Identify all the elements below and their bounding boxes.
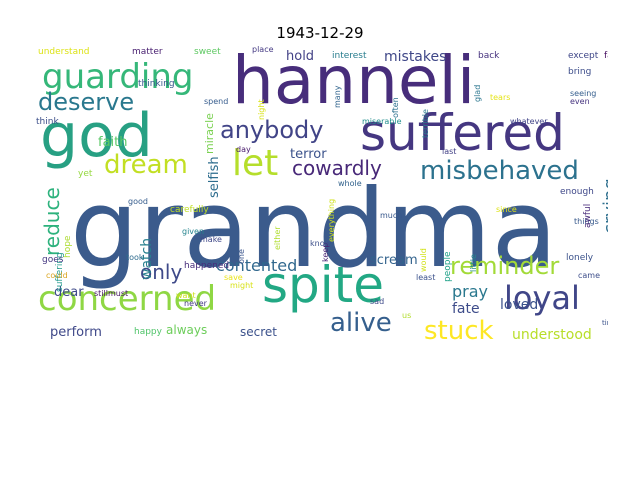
cloud-word: awful: [583, 203, 593, 228]
cloud-word: hope: [63, 235, 73, 258]
cloud-word: miracle: [203, 113, 216, 154]
cloud-word: place: [252, 46, 274, 54]
cloud-word: since: [496, 205, 517, 214]
cloud-word: came: [578, 271, 601, 280]
cloud-word: stillmust: [94, 289, 129, 298]
cloud-word: reduce: [40, 187, 64, 256]
cloud-word: mistakes: [384, 49, 447, 65]
cloud-word: day: [236, 145, 251, 154]
cloud-word: god: [40, 101, 153, 171]
cloud-word: loved: [500, 297, 539, 313]
cloud-word: perform: [50, 325, 102, 340]
cloud-word: scream: [370, 253, 418, 268]
cloud-word: alive: [330, 308, 392, 338]
cloud-word: concerned: [38, 279, 217, 319]
cloud-word: things: [574, 217, 599, 226]
cloud-word: never: [184, 299, 207, 308]
cloud-word: seeing: [570, 89, 597, 98]
cloud-word: always: [166, 323, 208, 337]
cloud-word: stuck: [424, 316, 494, 346]
cloud-word: us: [402, 311, 412, 320]
cloud-word: let: [232, 143, 279, 184]
cloud-word: know: [310, 239, 332, 248]
cloud-word: often: [391, 97, 400, 118]
cloud-word: happened: [184, 261, 230, 271]
cloud-word: terror: [290, 147, 327, 162]
cloud-word: sad: [370, 297, 385, 306]
cloud-word: understood: [512, 327, 592, 343]
cloud-word: only: [140, 260, 183, 284]
cloud-word: miserable: [362, 117, 402, 126]
cloud-word: back: [478, 51, 500, 61]
cloud-word: matter: [132, 47, 163, 57]
cloud-word: people: [443, 251, 453, 282]
cloud-word: given: [182, 227, 205, 236]
cloud-word: many: [333, 85, 342, 109]
cloud-word: guarding: [42, 57, 194, 97]
cloud-word: lonely: [566, 253, 594, 263]
cloud-word: except: [568, 51, 599, 61]
cloud-word: cowardly: [292, 156, 382, 180]
cloud-word: carefully: [170, 205, 209, 215]
cloud-word: misbehaved: [420, 156, 579, 186]
cloud-word: make: [200, 235, 222, 244]
cloud-word: last: [442, 147, 457, 156]
cloud-word: little: [469, 254, 478, 272]
cloud-word: bring: [568, 67, 592, 77]
cloud-word: might: [230, 281, 254, 290]
cloud-word: could: [46, 271, 68, 280]
cloud-word: everything: [327, 198, 336, 242]
cloud-word: goes: [42, 255, 64, 265]
cloud-word: want: [176, 291, 196, 300]
cloud-word: whole: [338, 179, 362, 188]
cloud-word: pray: [452, 282, 489, 301]
cloud-word: fate: [452, 301, 480, 317]
cloud-word: much: [380, 211, 403, 220]
cloud-word: understand: [38, 47, 90, 57]
cloud-word: fact: [604, 51, 608, 61]
cloud-word: good: [128, 197, 148, 206]
cloud-word: thinking: [138, 79, 175, 89]
cloud-word: anybody: [220, 116, 324, 144]
cloud-word: glad: [473, 84, 482, 102]
cloud-word: hanneli: [232, 46, 476, 119]
cloud-word: night: [257, 99, 266, 120]
cloud-word: either: [273, 226, 282, 250]
cloud-word: one: [237, 249, 246, 264]
cloud-word: even: [570, 97, 590, 106]
cloud-word: happy: [134, 327, 162, 337]
cloud-word: deserve: [38, 88, 135, 116]
cloud-word: save: [224, 273, 243, 282]
cloud-word: yet: [78, 169, 93, 179]
cloud-word: selfish: [207, 156, 222, 198]
cloud-word: dream: [104, 150, 188, 180]
cloud-word: spite: [262, 256, 385, 314]
cloud-word: hold: [286, 49, 315, 64]
cloud-word: interest: [332, 51, 367, 61]
cloud-word: whatever: [510, 117, 548, 126]
cloud-word: loyal: [504, 279, 580, 317]
cloud-word: grandma: [70, 167, 558, 292]
cloud-word: faith: [98, 135, 128, 150]
cloud-word: enough: [560, 187, 594, 197]
cloud-word: contented: [216, 256, 298, 275]
cloud-word: least: [416, 273, 436, 282]
cloud-word: sweet: [194, 47, 221, 57]
cloud-word: crying: [600, 178, 608, 234]
chart-title: 1943-12-29: [276, 24, 364, 42]
cloud-word: reminder: [450, 252, 560, 280]
cloud-word: took: [126, 253, 144, 262]
cloud-word: think: [36, 117, 59, 127]
cloud-word: would: [419, 248, 428, 272]
cloud-word: time: [602, 319, 608, 327]
cloud-word: spend: [204, 97, 229, 106]
cloud-word: tears: [490, 93, 511, 102]
cloud-word: terrible: [421, 109, 430, 138]
cloud-word: dear: [54, 285, 84, 300]
cloud-word: secret: [240, 325, 277, 339]
word-cloud: grandma hanneli god suffered spite guarding co…: [34, 46, 608, 346]
cloud-word: suffered: [360, 104, 565, 162]
